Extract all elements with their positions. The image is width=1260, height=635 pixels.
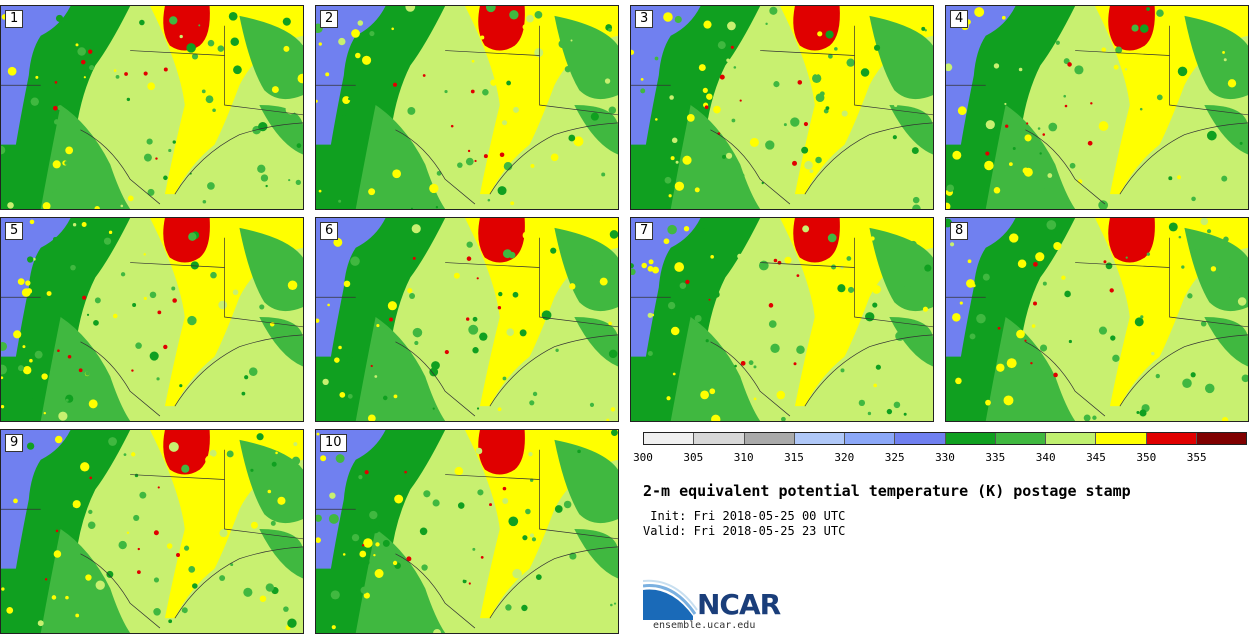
panel-label: 9 [5, 434, 24, 452]
panel-label: 7 [635, 222, 654, 240]
member-panel-10: 10 [315, 429, 619, 634]
colorbar-swatch [744, 433, 795, 444]
ncar-logo-icon [643, 579, 698, 620]
map-field [316, 430, 618, 633]
member-panel-4: 4 [945, 5, 1249, 210]
panel-label: 8 [950, 222, 969, 240]
member-panel-9: 9 [0, 429, 304, 634]
init-time: Init: Fri 2018-05-25 00 UTC [643, 509, 846, 523]
colorbar-swatch [1196, 433, 1246, 444]
member-panel-8: 8 [945, 217, 1249, 422]
map-field [946, 6, 1248, 209]
colorbar-tick-label: 330 [935, 451, 955, 464]
colorbar-swatch [1146, 433, 1197, 444]
colorbar-tick-label: 300 [633, 451, 653, 464]
member-panel-5: 5 [0, 217, 304, 422]
chart-title: 2-m equivalent potential temperature (K)… [643, 482, 1131, 500]
colorbar-swatch [1096, 433, 1147, 444]
panel-label: 5 [5, 222, 24, 240]
panel-label: 2 [320, 10, 339, 28]
colorbar-tick-label: 305 [683, 451, 704, 464]
colorbar-swatch [794, 433, 845, 444]
member-panel-2: 2 [315, 5, 619, 210]
colorbar-swatch [694, 433, 745, 444]
member-panel-1: 1 [0, 5, 304, 210]
colorbar-tick-label: 335 [985, 451, 1006, 464]
site-url: ensemble.ucar.edu [653, 620, 756, 631]
colorbar-tick-label: 340 [1035, 451, 1056, 464]
map-field [631, 6, 933, 209]
member-panel-3: 3 [630, 5, 934, 210]
colorbar-tick-label: 320 [834, 451, 855, 464]
panel-label: 4 [950, 10, 969, 28]
colorbar-tick-label: 315 [784, 451, 804, 464]
panel-label: 10 [320, 434, 347, 452]
colorbar-swatch [995, 433, 1046, 444]
member-panel-7: 7 [630, 217, 934, 422]
colorbar-swatch [1046, 433, 1097, 444]
map-field [1, 6, 303, 209]
map-field [946, 218, 1248, 421]
colorbar-swatch [644, 433, 695, 444]
member-panel-6: 6 [315, 217, 619, 422]
map-field [631, 218, 933, 421]
colorbar-swatch [845, 433, 896, 444]
colorbar-tick-label: 355 [1186, 451, 1207, 464]
colorbar-swatch [895, 433, 946, 444]
logo-text: NCAR [697, 588, 781, 621]
colorbar-tick-label: 310 [733, 451, 754, 464]
panel-label: 1 [5, 10, 24, 28]
map-field [1, 430, 303, 633]
panel-label: 6 [320, 222, 339, 240]
panel-label: 3 [635, 10, 654, 28]
colorbar-tick-label: 345 [1086, 451, 1106, 464]
map-field [316, 6, 618, 209]
colorbar [643, 432, 1247, 445]
map-field [316, 218, 618, 421]
map-field [1, 218, 303, 421]
valid-time: Valid: Fri 2018-05-25 23 UTC [643, 524, 846, 538]
colorbar-tick-label: 350 [1136, 451, 1157, 464]
colorbar-tick-label: 325 [884, 451, 905, 464]
colorbar-swatch [945, 433, 996, 444]
